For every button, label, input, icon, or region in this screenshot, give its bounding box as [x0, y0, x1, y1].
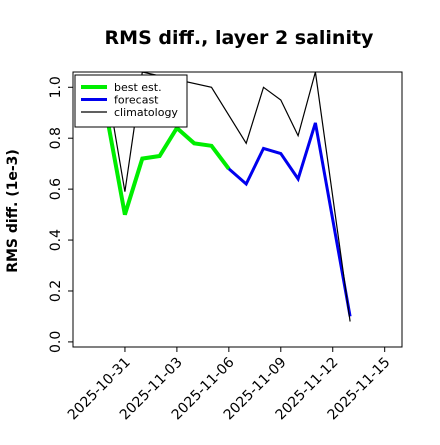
legend-entry-label: climatology	[114, 106, 178, 119]
series-line-climatology	[107, 72, 351, 322]
series-line-forecast	[227, 122, 352, 317]
y-tick-label: 0.2	[48, 280, 64, 302]
y-tick-label: 0.6	[48, 178, 64, 200]
y-tick-label: 0.4	[48, 229, 64, 251]
y-tick-label: 0.0	[48, 331, 64, 353]
y-axis-label: RMS diff. (1e-3)	[5, 149, 21, 273]
chart-title: RMS diff., layer 2 salinity	[105, 27, 375, 49]
series-group	[105, 72, 352, 322]
plot-area: 0.00.20.40.60.81.02025-10-312025-11-0320…	[48, 71, 403, 423]
series-line-best-est	[105, 120, 231, 216]
y-tick-label: 0.8	[48, 127, 64, 149]
legend-entry-label: forecast	[114, 94, 159, 107]
y-tick-label: 1.0	[48, 76, 64, 98]
plot-frame	[72, 71, 403, 348]
legend-entry-label: best est.	[114, 81, 162, 94]
